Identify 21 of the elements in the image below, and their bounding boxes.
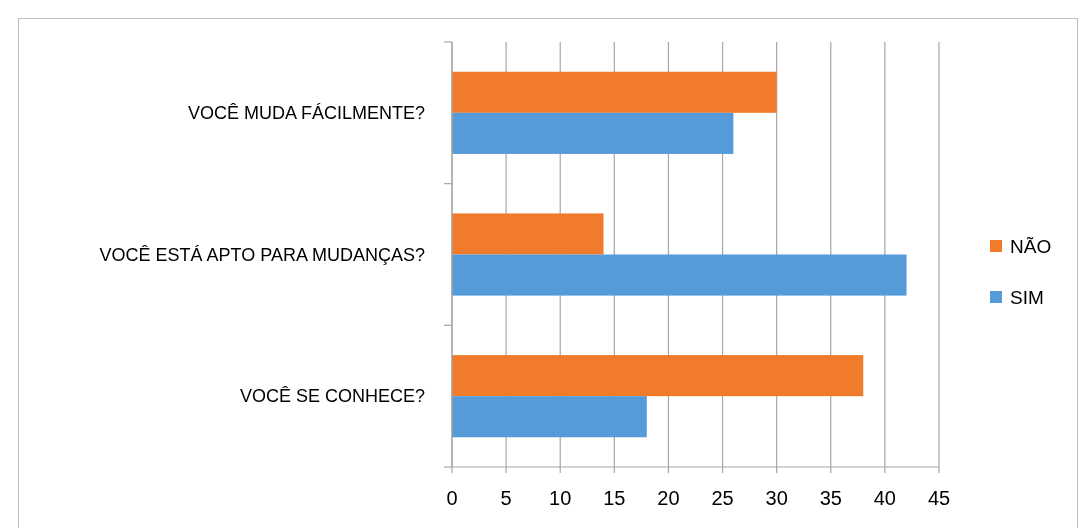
x-tick-label: 5 (500, 487, 512, 509)
bar (452, 355, 864, 397)
x-tick-label: 10 (549, 487, 572, 509)
bar (452, 396, 647, 438)
bar (452, 112, 734, 154)
y-tick-label: VOCÊ ESTÁ APTO PARA MUDANÇAS? (99, 244, 425, 265)
bar (452, 213, 604, 255)
x-tick-label: 25 (711, 487, 734, 509)
x-tick-label: 45 (927, 487, 951, 509)
bar (452, 71, 777, 113)
y-tick-label: VOCÊ MUDA FÁCILMENTE? (187, 102, 425, 123)
x-tick-label: 20 (657, 487, 680, 509)
legend-label: SIM (1010, 286, 1044, 308)
x-tick-label: 15 (603, 487, 626, 509)
x-tick-label: 0 (446, 487, 458, 509)
bar (452, 254, 907, 296)
x-tick-label: 35 (819, 487, 842, 509)
x-tick-label: 30 (765, 487, 788, 509)
x-tick-label: 40 (873, 487, 897, 509)
y-tick-label: VOCÊ SE CONHECE? (239, 386, 425, 407)
legend-label: NÃO (1010, 235, 1052, 257)
